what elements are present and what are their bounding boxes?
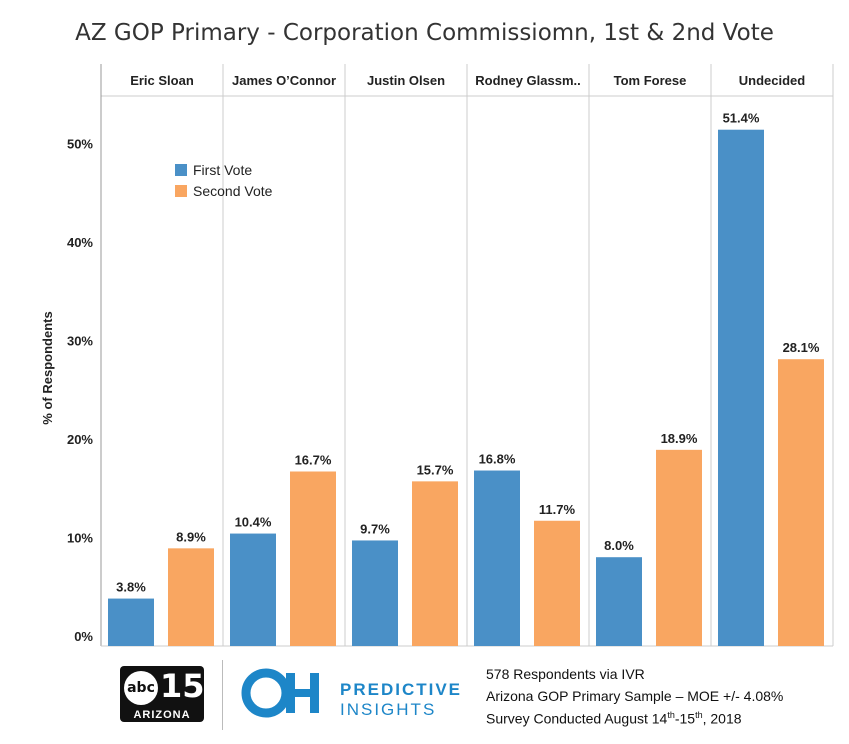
bar-value-label: 11.7% xyxy=(539,502,576,517)
note-date-sup2: th xyxy=(695,710,703,720)
note-sample: Arizona GOP Primary Sample – MOE +/- 4.0… xyxy=(486,688,784,704)
bar-value-label: 18.9% xyxy=(661,431,698,446)
bar-value-label: 28.1% xyxy=(783,340,820,355)
bar-first-vote xyxy=(230,533,276,646)
note-date-prefix: Survey Conducted August 14 xyxy=(486,710,668,727)
legend-swatch xyxy=(175,164,187,176)
bar-first-vote xyxy=(718,129,764,646)
bar-value-label: 8.0% xyxy=(604,538,634,553)
bar-second-vote xyxy=(412,481,458,646)
legend-swatch xyxy=(175,185,187,197)
bar-second-vote xyxy=(534,520,580,646)
category-label: Tom Forese xyxy=(614,73,687,88)
abc-channel-number: 15 xyxy=(160,667,205,705)
category-label: James O’Connor xyxy=(232,73,336,88)
category-label: Rodney Glassm.. xyxy=(475,73,580,88)
bar-first-vote xyxy=(596,557,642,646)
abc-circle-logo: abc xyxy=(124,671,158,705)
legend-label: Second Vote xyxy=(193,183,273,199)
oh-logo-icon xyxy=(241,668,319,718)
abc-state-label: ARIZONA xyxy=(133,709,191,721)
note-respondents: 578 Respondents via IVR xyxy=(486,666,645,682)
bar-chart: Eric Sloan James O’Connor Justin Olsen Rodn… xyxy=(40,64,834,647)
bar-second-vote xyxy=(656,449,702,646)
bar-value-label: 3.8% xyxy=(116,580,146,595)
y-tick-label: 10% xyxy=(67,531,93,546)
brand-top-text: PREDICTIVE xyxy=(340,680,463,699)
category-label: Justin Olsen xyxy=(367,73,445,88)
y-tick-label: 0% xyxy=(74,629,93,644)
bar-value-label: 10.4% xyxy=(235,515,272,530)
bar-value-label: 9.7% xyxy=(360,521,390,536)
footer: abc 15 ARIZONA PREDICTIVE INSIGHTS 578 R… xyxy=(0,652,849,744)
bar-value-label: 16.7% xyxy=(295,453,332,468)
y-tick-label: 30% xyxy=(67,334,93,349)
y-tick-label: 40% xyxy=(67,235,93,250)
category-label: Undecided xyxy=(739,73,806,88)
abc15-logo: abc 15 ARIZONA xyxy=(120,666,205,722)
note-date-suffix: , 2018 xyxy=(702,710,742,727)
bar-value-label: 51.4% xyxy=(723,111,760,126)
bar-second-vote xyxy=(778,359,824,646)
bar-first-vote xyxy=(474,470,520,646)
brand-bottom-text: INSIGHTS xyxy=(340,700,437,719)
bar-value-label: 15.7% xyxy=(417,462,454,477)
bar-value-label: 8.9% xyxy=(176,529,206,544)
bar-first-vote xyxy=(352,540,398,646)
bar-second-vote xyxy=(290,471,336,646)
category-label: Eric Sloan xyxy=(130,73,194,88)
footer-divider xyxy=(222,660,223,730)
y-axis-title: % of Respondents xyxy=(40,311,55,424)
note-date-sup1: th xyxy=(667,710,675,720)
bar-second-vote xyxy=(168,548,214,646)
y-tick-label: 20% xyxy=(67,432,93,447)
chart-title: AZ GOP Primary - Corporation Commissiomn… xyxy=(75,20,774,46)
bar-value-label: 16.8% xyxy=(479,452,516,467)
note-survey-dates: Survey Conducted August 14th-15th, 2018 xyxy=(486,710,742,727)
legend-label: First Vote xyxy=(193,162,252,178)
note-date-mid: -15 xyxy=(674,710,696,727)
bar-first-vote xyxy=(108,598,154,646)
y-tick-label: 50% xyxy=(67,137,93,152)
